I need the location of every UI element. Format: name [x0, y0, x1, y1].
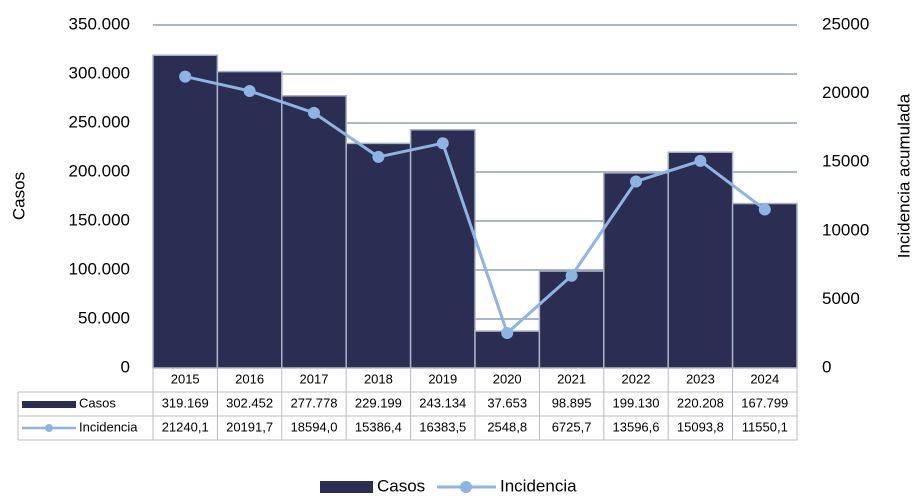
legend-label: Casos — [377, 476, 425, 495]
table-value: 319.169 — [162, 395, 209, 410]
line-marker — [243, 84, 256, 97]
table-value: 98.895 — [552, 395, 592, 410]
table-value: 6725,7 — [552, 419, 592, 434]
x-tick-label: 2016 — [235, 371, 264, 386]
legend-key — [460, 481, 472, 493]
bar — [538, 270, 605, 369]
x-tick-label: 2024 — [750, 371, 779, 386]
line-marker — [501, 327, 514, 340]
line-marker — [758, 203, 771, 216]
y2-tick-label: 20000 — [822, 83, 869, 102]
y-tick-label: 300.000 — [69, 63, 130, 82]
y-tick-label: 100.000 — [69, 259, 130, 278]
y-tick-label: 0 — [121, 357, 130, 376]
bar — [603, 172, 669, 369]
y2-tick-label: 0 — [822, 357, 831, 376]
line-marker — [372, 150, 385, 163]
y2-tick-label: 10000 — [822, 220, 869, 239]
bar — [667, 151, 734, 369]
x-tick-label: 2019 — [428, 371, 457, 386]
y-tick-label: 350.000 — [69, 14, 130, 33]
line-marker — [565, 269, 578, 282]
y-tick-label: 200.000 — [69, 161, 130, 180]
y-tick-label: 150.000 — [69, 210, 130, 229]
x-tick-label: 2021 — [557, 371, 586, 386]
x-tick-label: 2015 — [171, 371, 200, 386]
y2-axis-label: Incidencia acumulada — [894, 93, 913, 258]
legend-key — [22, 401, 76, 408]
x-tick-label: 2023 — [686, 371, 715, 386]
bar — [345, 142, 412, 369]
legend-key — [320, 481, 373, 493]
legend-label: Incidencia — [500, 476, 577, 495]
table-value: 18594,0 — [291, 419, 338, 434]
y2-tick-label: 25000 — [822, 14, 869, 33]
bar — [409, 128, 476, 369]
table-value: 167.799 — [741, 395, 788, 410]
bar — [216, 70, 283, 369]
x-tick-label: 2018 — [364, 371, 393, 386]
bar — [281, 95, 347, 369]
y-tick-label: 250.000 — [69, 112, 130, 131]
table-value: 16383,5 — [419, 419, 466, 434]
bar — [152, 54, 219, 369]
x-tick-label: 2022 — [622, 371, 651, 386]
line-marker — [630, 175, 642, 188]
table-value: 229.199 — [355, 395, 402, 410]
table-value: 199.130 — [613, 395, 660, 410]
table-value: 15386,4 — [355, 419, 402, 434]
x-tick-label: 2020 — [493, 371, 522, 386]
table-value: 220.208 — [677, 395, 724, 410]
line-marker — [436, 137, 449, 150]
y-axis-label: Casos — [9, 172, 28, 220]
table-row-label: Casos — [79, 395, 116, 410]
table-value: 21240,1 — [162, 419, 209, 434]
table-value: 15093,8 — [677, 419, 724, 434]
table-value: 20191,7 — [226, 419, 273, 434]
line-marker — [308, 106, 320, 119]
bar — [731, 202, 798, 369]
table-value: 37.653 — [487, 395, 527, 410]
table-value: 277.778 — [291, 395, 338, 410]
table-value: 2548,8 — [487, 419, 527, 434]
table-value: 13596,6 — [613, 419, 660, 434]
table-value: 11550,1 — [742, 419, 788, 434]
x-tick-label: 2017 — [300, 371, 329, 386]
y-tick-label: 50.000 — [78, 308, 130, 327]
table-value: 243.134 — [419, 395, 466, 410]
y2-tick-label: 5000 — [822, 289, 860, 308]
line — [184, 75, 766, 336]
line-marker — [179, 70, 192, 83]
y2-tick-label: 15000 — [822, 152, 869, 171]
line-marker — [694, 154, 707, 167]
table-value: 302.452 — [226, 395, 273, 410]
table-row-label: Incidencia — [79, 419, 138, 434]
legend-key — [45, 424, 53, 432]
